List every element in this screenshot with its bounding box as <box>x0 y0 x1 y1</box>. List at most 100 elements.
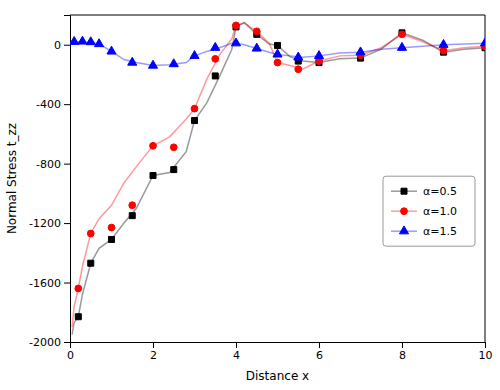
tick-label: -1600 <box>29 277 61 290</box>
tick: -800 <box>36 158 70 171</box>
marker <box>170 144 177 151</box>
marker <box>294 52 303 60</box>
marker <box>399 31 406 38</box>
y-axis: -2000 -1600 -1200 -800 -400 0 <box>29 16 70 350</box>
marker <box>295 66 302 73</box>
marker <box>253 28 260 35</box>
tick-label: -400 <box>36 98 61 111</box>
tick-mark <box>153 342 154 348</box>
marks <box>70 22 485 335</box>
tick-mark <box>64 104 70 105</box>
marker <box>191 105 198 112</box>
legend-item: α=1.5 <box>391 225 457 238</box>
marker <box>440 47 447 54</box>
legend-label: α=0.5 <box>423 185 457 198</box>
marker <box>231 38 240 46</box>
marker <box>439 39 448 47</box>
marker <box>128 57 137 65</box>
tick: -2000 <box>29 336 70 349</box>
tick: 0 <box>54 39 70 52</box>
tick-mark <box>319 342 320 348</box>
marker <box>148 60 157 68</box>
marker <box>212 73 218 79</box>
x-axis: 0 2 4 6 8 10 <box>67 342 493 362</box>
marker <box>129 202 136 209</box>
marker <box>212 55 219 62</box>
tick: 4 <box>233 342 240 362</box>
marker <box>75 285 82 292</box>
marker <box>192 118 198 124</box>
marker <box>169 59 178 67</box>
legend-label: α=1.0 <box>423 205 457 218</box>
chart: 0 2 4 6 8 10 -2000 -1600 -1200 -800 -400 0 α=0.5 α=1.… <box>0 0 500 390</box>
tick: 2 <box>150 342 157 362</box>
axis-line <box>64 16 71 343</box>
marker <box>211 42 220 50</box>
marker <box>252 43 261 51</box>
legend-symbol <box>401 188 407 194</box>
legend-item: α=1.0 <box>391 205 457 218</box>
marker <box>70 36 79 44</box>
tick-mark <box>64 283 70 284</box>
marker <box>273 49 282 57</box>
marker <box>356 47 365 55</box>
marker <box>190 51 199 59</box>
tick-mark <box>64 223 70 224</box>
tick: 8 <box>399 342 406 362</box>
tick-label: 8 <box>399 349 406 362</box>
plot-frame <box>70 15 485 16</box>
legend-box <box>383 176 475 246</box>
plot: 0 2 4 6 8 10 -2000 -1600 -1200 -800 -400 0 α=0.5 α=1.… <box>29 15 492 362</box>
x-axis-title: Distance x <box>246 369 309 383</box>
marker <box>480 38 485 46</box>
legend-label: α=1.5 <box>423 225 457 238</box>
tick-label: 6 <box>316 349 323 362</box>
marker <box>88 260 94 266</box>
marker <box>94 39 103 47</box>
tick-label: -800 <box>36 158 61 171</box>
marker <box>397 42 406 50</box>
marker <box>171 167 177 173</box>
tick-label: -1200 <box>29 217 61 230</box>
tick-mark <box>485 342 486 348</box>
tick: -1600 <box>29 277 70 290</box>
marker <box>75 314 81 320</box>
tick-label: 0 <box>54 39 61 52</box>
legend: α=0.5 α=1.0 α=1.5 <box>383 176 475 246</box>
marker <box>109 236 115 242</box>
tick: 10 <box>479 342 493 362</box>
marker <box>86 37 95 45</box>
tick-label: 0 <box>67 349 74 362</box>
curve <box>72 22 485 334</box>
curve <box>72 41 485 66</box>
marker <box>150 142 157 149</box>
marker <box>78 36 87 44</box>
tick: 6 <box>316 342 323 362</box>
plot-frame <box>485 15 486 342</box>
marker <box>274 59 281 66</box>
tick-mark <box>64 45 70 46</box>
tick: -1200 <box>29 217 70 230</box>
tick: -400 <box>36 98 70 111</box>
legend-item: α=0.5 <box>391 185 457 198</box>
chart-container: 0 2 4 6 8 10 -2000 -1600 -1200 -800 -400 0 α=0.5 α=1.… <box>0 0 500 390</box>
tick-label: -2000 <box>29 336 61 349</box>
tick-mark <box>402 342 403 348</box>
marker <box>275 42 281 48</box>
y-axis-title: Normal Stress t_zz <box>5 123 19 234</box>
marker <box>108 224 115 231</box>
curve <box>72 23 485 327</box>
tick-mark <box>64 342 70 343</box>
tick-label: 2 <box>150 349 157 362</box>
marker <box>129 213 135 219</box>
marker <box>314 51 323 59</box>
tick-mark <box>236 342 237 348</box>
legend-symbol <box>401 208 408 215</box>
marker <box>233 22 240 29</box>
legend-symbol <box>399 226 408 234</box>
axis-line <box>71 343 486 349</box>
marker <box>87 230 94 237</box>
tick-label: 10 <box>479 349 493 362</box>
marker <box>150 173 156 179</box>
tick: 0 <box>67 342 74 362</box>
